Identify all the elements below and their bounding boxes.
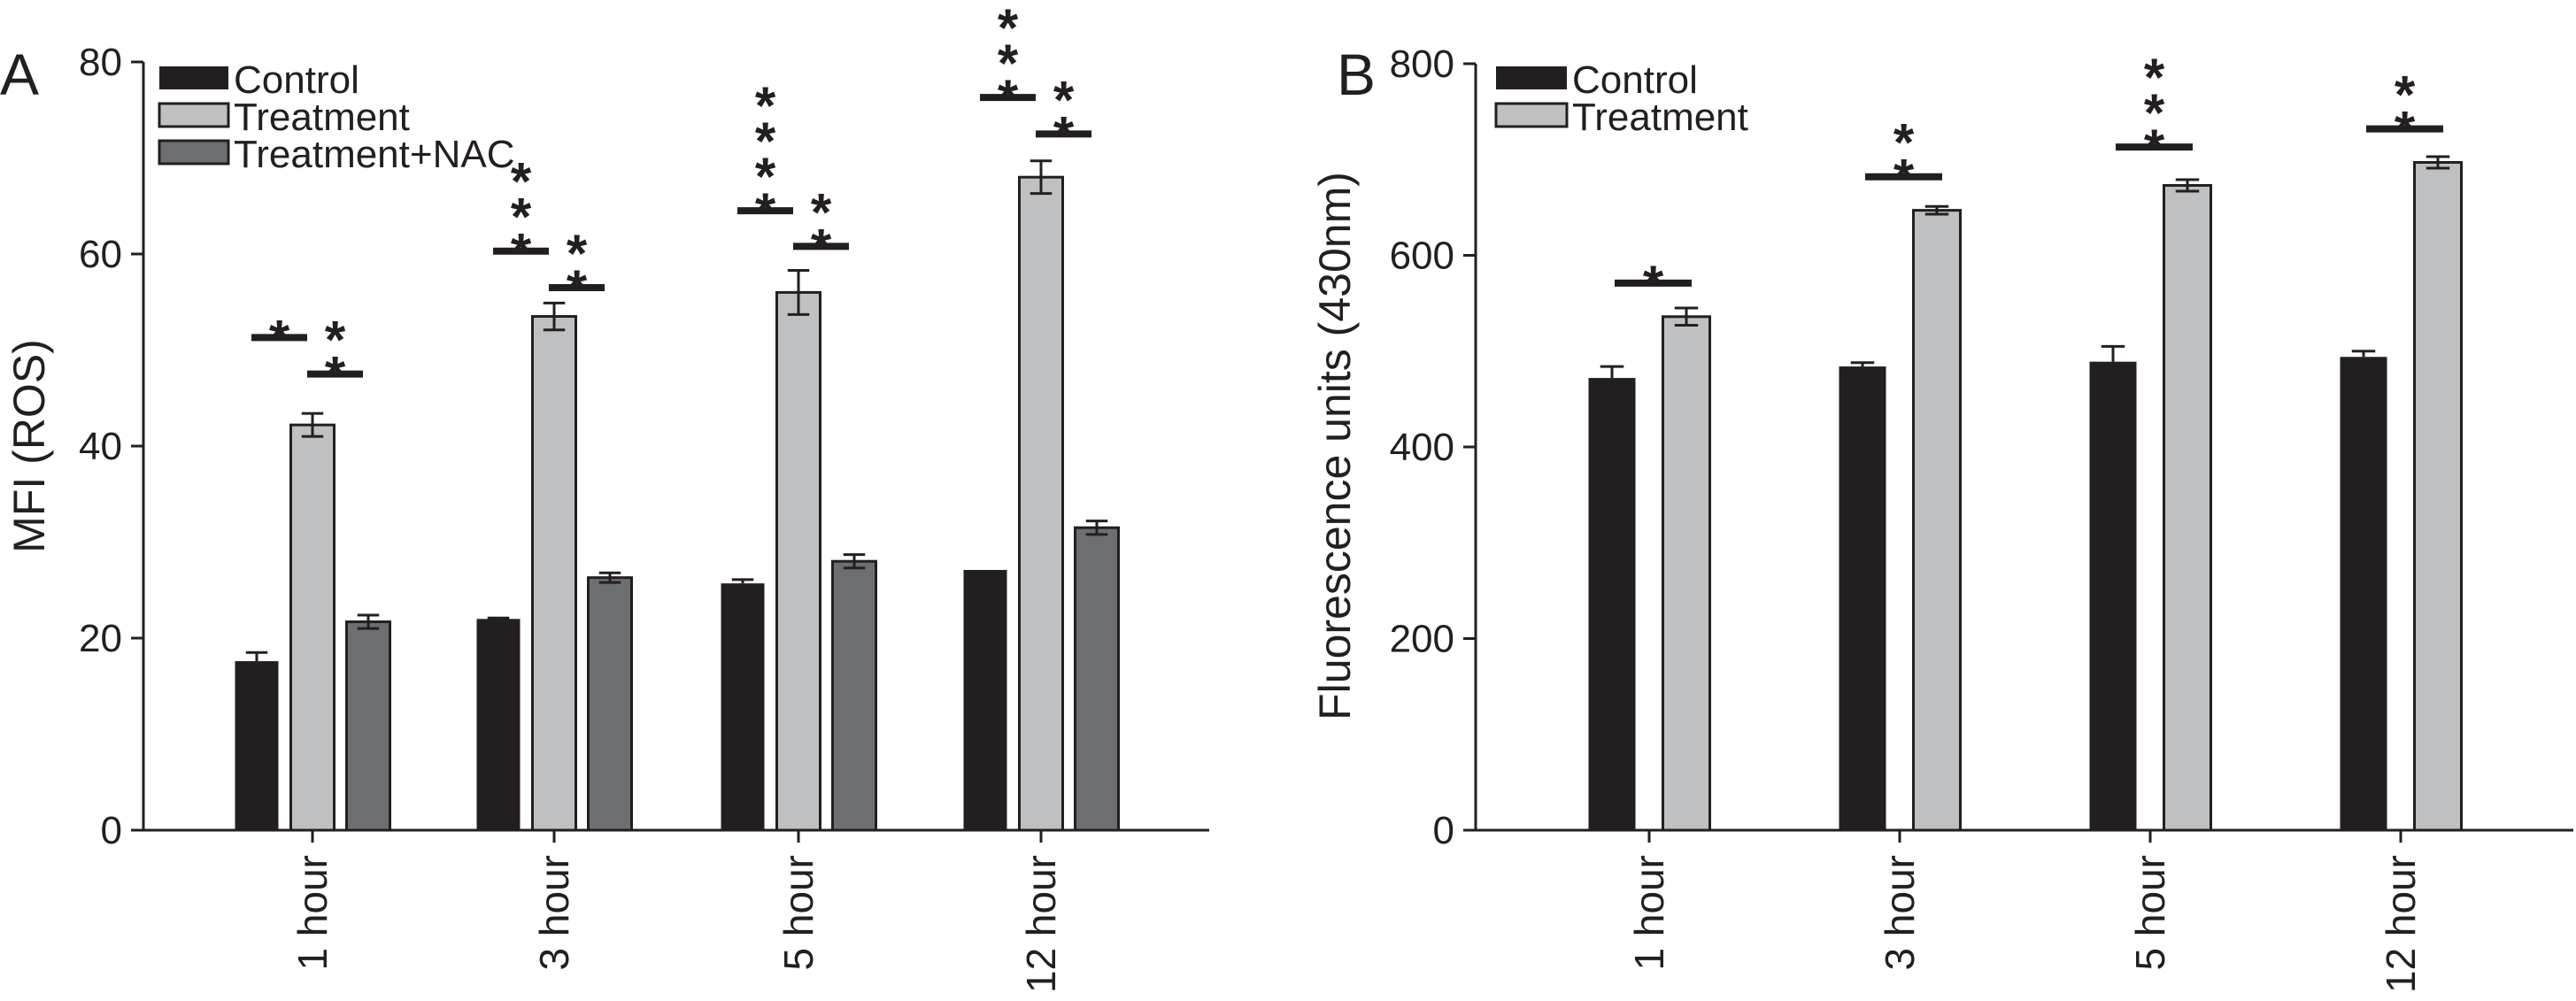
panel-a-significance-star: * bbox=[998, 34, 1019, 93]
panel-a-legend-swatch-control bbox=[159, 66, 228, 89]
panel-a-significance-star: * bbox=[998, 0, 1019, 58]
panel-a-significance-star: * bbox=[998, 69, 1019, 128]
panel-b-bar-control-3-hour bbox=[1839, 366, 1886, 830]
panel-b-y-axis-label: Fluorescence units (430nm) bbox=[1310, 172, 1360, 720]
panel-a-x-tick-label: 1 hour bbox=[289, 855, 335, 970]
panel-a-y-tick-label: 20 bbox=[79, 617, 122, 660]
panel-b-x-tick-label: 5 hour bbox=[2127, 855, 2173, 970]
panel-b-axes bbox=[1474, 64, 2573, 832]
panel-a-axes bbox=[142, 62, 1209, 832]
panel-a-significance-star: * bbox=[325, 311, 346, 370]
panel-a-significance-star: * bbox=[567, 259, 588, 319]
panel-b-significance: *** ***** bbox=[1615, 48, 2443, 314]
panel-a-bar-treatment-nac-12-hour bbox=[1074, 526, 1120, 832]
panel-a-significance-star: * bbox=[755, 182, 776, 242]
panel-b-significance-star: * bbox=[2144, 48, 2165, 107]
panel-b-legend-label-control: Control bbox=[1572, 58, 1698, 102]
panel-b-significance-star: * bbox=[2144, 83, 2165, 142]
panel-a-significance-star: * bbox=[511, 188, 532, 247]
panel-a-significance-star: * bbox=[325, 346, 346, 405]
panel-a-bar-treatment-12-hour bbox=[1018, 175, 1064, 832]
panel-a-bar-control-1-hour bbox=[235, 661, 279, 830]
panel-a-significance: ******************* bbox=[251, 0, 1091, 405]
panel-a-significance-star: * bbox=[1053, 70, 1075, 129]
panel-a-y-tick-label: 60 bbox=[79, 233, 122, 276]
panel-a-x-tick-label: 5 hour bbox=[775, 855, 821, 970]
panel-b-significance-star: * bbox=[1893, 113, 1915, 173]
panel-b-y-axis-title: Fluorescence units (430nm) bbox=[1310, 172, 1360, 720]
panel-a-significance-star: * bbox=[755, 147, 776, 206]
panel-b-bar-control-12-hour bbox=[2340, 357, 2387, 830]
panel-a-significance-star: * bbox=[567, 224, 588, 283]
panel-a-significance-star: * bbox=[755, 76, 776, 135]
panel-b-bar-treatment-1-hour bbox=[1662, 315, 1711, 832]
panel-a-x-ticks: 1 hour 3 hour 5 hour 12 hour bbox=[289, 830, 1064, 993]
panel-b-bar-control-5-hour bbox=[2089, 361, 2137, 831]
panel-a-bar-treatment-nac-3-hour bbox=[587, 576, 633, 832]
panel-b-significance-star: * bbox=[2395, 101, 2416, 160]
panel-a-bar-treatment-1-hour bbox=[289, 423, 335, 832]
panel-a-legend-swatch-treatment bbox=[158, 102, 230, 128]
panel-a-bar-treatment-3-hour bbox=[531, 315, 577, 832]
panel-a-significance-star: * bbox=[511, 152, 532, 212]
panel-b-y-tick-label: 400 bbox=[1390, 426, 1454, 469]
panel-a-bar-treatment-nac-1-hour bbox=[345, 620, 391, 832]
panel-b-y-tick-label: 800 bbox=[1390, 42, 1454, 86]
panel-a-y-ticks: 0 20 40 60 80 bbox=[79, 41, 143, 852]
panel-b-bar-control-1-hour bbox=[1588, 378, 1636, 830]
panel-b-x-tick-label: 12 hour bbox=[2378, 855, 2424, 993]
panel-b-significance-star: * bbox=[1893, 149, 1915, 208]
panel-b-legend-swatch-treatment bbox=[1494, 102, 1569, 128]
panel-a-significance-star: * bbox=[1053, 105, 1075, 165]
panel-b-legend-label-treatment: Treatment bbox=[1572, 96, 1748, 139]
panel-b-bar-treatment-3-hour bbox=[1912, 209, 1962, 832]
panel-a-y-tick-label: 40 bbox=[79, 425, 122, 468]
panel-a-y-axis-title: MFI (ROS) bbox=[4, 339, 54, 553]
panel-a-bar-control-5-hour bbox=[721, 583, 765, 830]
panel-b-bars bbox=[1588, 155, 2463, 832]
panel-a-label: A bbox=[0, 42, 39, 107]
panel-a-significance-star: * bbox=[811, 182, 832, 242]
panel-a-bars bbox=[235, 159, 1120, 832]
panel-a-y-tick-label: 0 bbox=[101, 809, 122, 852]
panel-b-x-tick-label: 1 hour bbox=[1626, 855, 1672, 970]
panel-a-bar-treatment-5-hour bbox=[775, 290, 821, 832]
panel-b-y-tick-label: 200 bbox=[1390, 618, 1454, 661]
panel-b-significance-star: * bbox=[2395, 65, 2416, 125]
panel-a-significance-star: * bbox=[811, 218, 832, 277]
panel-a-bar-control-12-hour bbox=[963, 569, 1007, 830]
panel-a-legend-label-treatment: Treatment bbox=[234, 96, 410, 139]
panel-b-bar-treatment-12-hour bbox=[2413, 160, 2463, 832]
panel-a-legend-label-treatment-nac: Treatment+NAC bbox=[234, 133, 514, 176]
panel-b-x-ticks: 1 hour 3 hour 5 hour 12 hour bbox=[1626, 830, 2424, 993]
panel-b-y-tick-label: 600 bbox=[1390, 235, 1454, 278]
panel-b-bar-treatment-5-hour bbox=[2163, 183, 2212, 832]
panel-b-y-ticks: 0 200 400 600 800 bbox=[1390, 42, 1476, 852]
panel-a-legend-label-control: Control bbox=[234, 58, 359, 102]
panel-a-significance-star: * bbox=[269, 309, 290, 368]
panel-b-x-tick-label: 3 hour bbox=[1877, 855, 1923, 970]
panel-a-x-tick-label: 12 hour bbox=[1018, 855, 1064, 993]
panel-a-significance-star: * bbox=[511, 223, 532, 282]
panel-b-significance-star: * bbox=[2144, 119, 2165, 178]
panel-a-y-axis-label: MFI (ROS) bbox=[4, 339, 54, 553]
panel-a-legend-swatch-treatment-nac bbox=[158, 139, 230, 166]
panel-b-label: B bbox=[1337, 42, 1376, 107]
panel-b-y-tick-label: 0 bbox=[1433, 809, 1454, 852]
panel-b-significance-star: * bbox=[1643, 255, 1664, 314]
panel-a-y-tick-label: 80 bbox=[79, 41, 122, 84]
panel-a-significance-star: * bbox=[755, 112, 776, 171]
panel-a-bar-treatment-nac-5-hour bbox=[831, 559, 877, 832]
panel-b-chart: B Fluorescence units (430nm) 0 200 400 600 8… bbox=[1310, 42, 2573, 993]
panel-b-legend-swatch-control bbox=[1496, 66, 1567, 89]
panel-a-x-tick-label: 3 hour bbox=[531, 855, 577, 970]
panel-a-bar-control-3-hour bbox=[476, 619, 521, 830]
